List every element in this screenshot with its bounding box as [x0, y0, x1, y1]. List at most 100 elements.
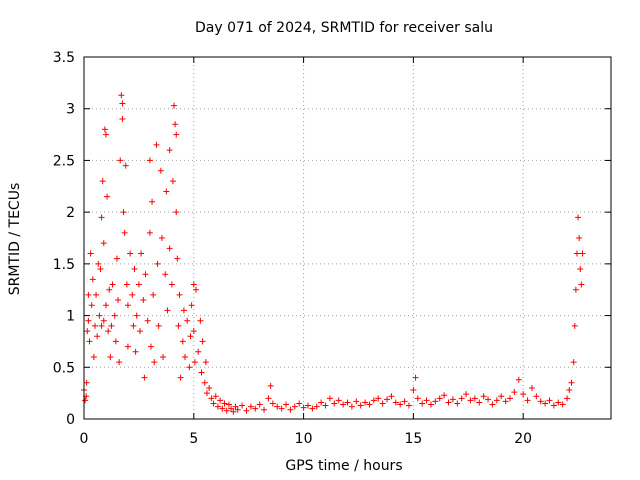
data-point [109, 281, 116, 288]
grid-layer [84, 57, 611, 419]
data-point [252, 405, 259, 412]
data-point [498, 393, 505, 400]
data-point [174, 255, 181, 262]
data-point [175, 322, 182, 329]
data-point [141, 374, 148, 381]
tick-layer: 0 0.5 1 1.5 2 2.5 3 3.5 0 5 10 15 20 [53, 50, 611, 447]
data-point [120, 209, 127, 216]
data-point [118, 92, 125, 99]
data-point [149, 198, 156, 205]
y-tick-label: 1.5 [53, 257, 75, 273]
data-point [107, 353, 114, 360]
data-point [188, 302, 195, 309]
data-point [131, 266, 138, 273]
data-point [405, 402, 412, 409]
data-point [166, 245, 173, 252]
data-point [130, 322, 137, 329]
data-point [366, 401, 373, 408]
data-point [493, 397, 500, 404]
data-point [98, 322, 105, 329]
data-point [322, 402, 329, 409]
data-point [184, 317, 191, 324]
data-point [419, 400, 426, 407]
data-point [155, 322, 162, 329]
data-point [101, 126, 108, 133]
data-point [119, 100, 126, 107]
data-point [300, 404, 307, 411]
data-point [283, 401, 290, 408]
data-point [157, 167, 164, 174]
x-axis-label: GPS time / hours [285, 458, 402, 474]
data-point [140, 297, 147, 304]
data-point [568, 379, 575, 386]
data-point [173, 209, 180, 216]
data-point [168, 281, 175, 288]
data-point [353, 398, 360, 405]
data-point [160, 353, 167, 360]
chart-title: Day 071 of 2024, SRMTID for receiver sal… [195, 20, 493, 36]
y-tick-label: 2 [66, 205, 75, 221]
data-point [228, 405, 235, 412]
data-point [225, 401, 232, 408]
data-point [113, 255, 120, 262]
data-point [362, 399, 369, 406]
data-point [190, 328, 197, 335]
data-point [83, 379, 90, 386]
data-point [392, 399, 399, 406]
data-point [265, 395, 272, 402]
data-point [412, 374, 419, 381]
data-point [198, 369, 205, 376]
data-point [91, 322, 98, 329]
data-point [150, 291, 157, 298]
data-point [135, 281, 142, 288]
data-point [105, 328, 112, 335]
y-tick-label: 1 [66, 309, 75, 325]
data-point [138, 250, 145, 257]
data-point [214, 403, 221, 410]
data-point [102, 302, 109, 309]
data-point [559, 401, 566, 408]
data-point [313, 403, 320, 410]
data-point [133, 312, 140, 319]
data-point [449, 396, 456, 403]
data-point [550, 402, 557, 409]
data-point [511, 389, 518, 396]
data-point [97, 266, 104, 273]
data-point [239, 402, 246, 409]
data-point [108, 322, 115, 329]
data-point [99, 178, 106, 185]
data-point [115, 297, 122, 304]
data-point [578, 281, 585, 288]
data-point [123, 281, 130, 288]
data-point [274, 403, 281, 410]
data-point [309, 405, 316, 412]
data-point [520, 391, 527, 398]
data-point [121, 229, 128, 236]
data-point [217, 397, 224, 404]
data-point [124, 343, 131, 350]
data-point [388, 393, 395, 400]
data-point [223, 407, 230, 414]
data-point [111, 312, 118, 319]
data-point [106, 286, 113, 293]
data-point [89, 276, 96, 283]
data-point [476, 399, 483, 406]
data-point [480, 393, 487, 400]
data-point [375, 395, 382, 402]
data-point [85, 291, 92, 298]
data-point [94, 333, 101, 340]
y-tick-label: 3 [66, 102, 75, 118]
data-point [195, 348, 202, 355]
data-point [86, 338, 93, 345]
y-tick-label: 3.5 [53, 50, 75, 66]
data-point [357, 402, 364, 409]
data-point [432, 398, 439, 405]
data-point [127, 250, 134, 257]
data-point [172, 121, 179, 128]
data-point [191, 359, 198, 366]
data-point [570, 359, 577, 366]
data-point [206, 384, 213, 391]
data-point [96, 312, 103, 319]
data-point [116, 359, 123, 366]
x-tick-label: 15 [404, 431, 422, 447]
